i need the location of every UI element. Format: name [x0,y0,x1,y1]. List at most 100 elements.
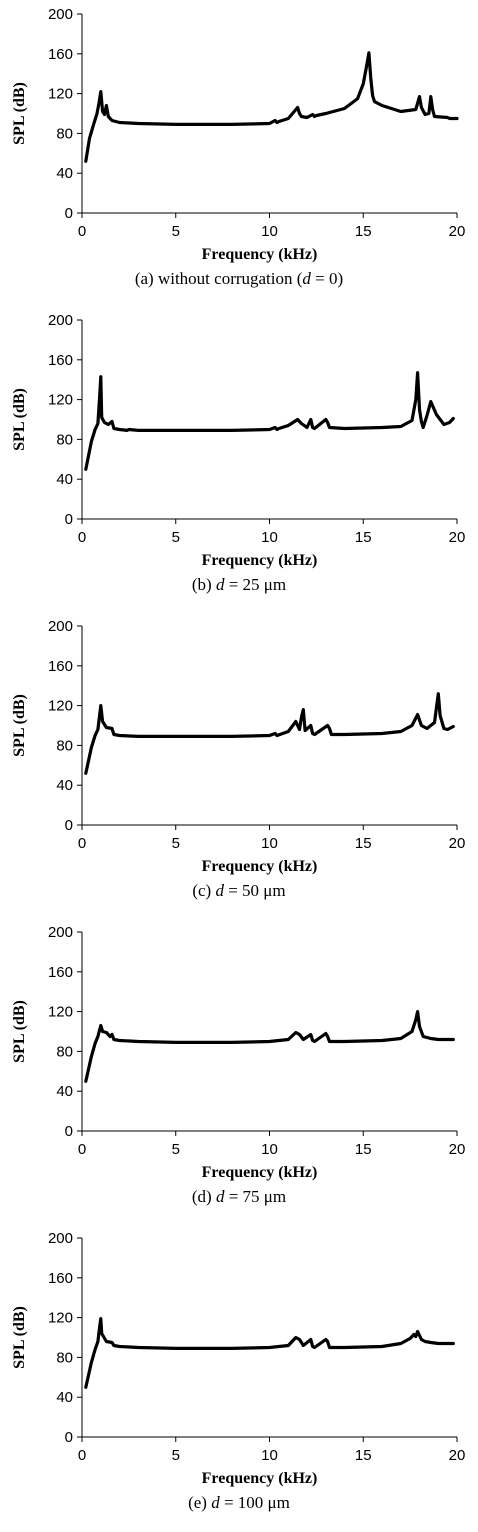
chart-svg: 0 40 80 120 160 200 0 5 10 15 20 Frequency (kHz) SPL… [11,6,466,263]
y-tick-label: 0 [65,205,73,222]
y-tick-label: 0 [65,1123,73,1140]
x-axis-title: Frequency (kHz) [202,858,318,875]
y-axis-title: SPL (dB) [11,1306,28,1369]
x-axis-title: Frequency (kHz) [202,1164,318,1181]
x-tick-label: 0 [78,835,86,852]
chart-panel: 0 40 80 120 160 200 0 5 10 15 20 Frequency (kHz) SPL… [0,918,478,1218]
x-tick-label: 20 [449,1447,466,1464]
spl-series-line [84,1317,455,1389]
y-tick-label: 120 [48,1310,73,1327]
y-tick-label: 200 [48,618,73,635]
chart-panel: 0 40 80 120 160 200 0 5 10 15 20 Frequency (kHz) SPL… [0,1224,478,1524]
x-tick-label: 10 [261,1141,278,1158]
caption-prefix: (a) without corrugation ( [134,269,303,288]
y-axis-title: SPL (dB) [11,82,28,145]
x-tick-label: 10 [261,529,278,546]
y-tick-label: 40 [56,777,73,794]
caption-suffix: = 0) [310,269,344,288]
y-tick-label: 120 [48,1004,73,1021]
x-tick-label: 0 [78,1447,86,1464]
chart-svg: 0 40 80 120 160 200 0 5 10 15 20 Frequency (kHz) SPL… [11,1230,466,1487]
y-tick-label: 200 [48,1230,73,1247]
y-tick-label: 120 [48,392,73,409]
chart-panel: 0 40 80 120 160 200 0 5 10 15 20 Frequency (kHz) SPL… [0,306,478,606]
caption-variable: d [215,881,224,900]
y-tick-label: 40 [56,1083,73,1100]
x-tick-label: 15 [355,1141,372,1158]
x-tick-label: 10 [261,1447,278,1464]
x-tick-label: 20 [449,223,466,240]
x-axis-title: Frequency (kHz) [202,246,318,263]
y-axis-title: SPL (dB) [11,1000,28,1063]
y-tick-label: 160 [48,964,73,981]
y-tick-label: 0 [65,817,73,834]
y-tick-label: 200 [48,312,73,329]
y-axis-title: SPL (dB) [11,694,28,757]
x-tick-label: 5 [172,223,180,240]
x-tick-label: 15 [355,223,372,240]
x-tick-label: 10 [261,835,278,852]
y-tick-label: 160 [48,658,73,675]
x-tick-label: 20 [449,835,466,852]
panel-caption: (b) d = 25 μm [0,575,478,595]
spl-series-line [84,692,455,775]
x-tick-label: 15 [355,529,372,546]
chart-svg: 0 40 80 120 160 200 0 5 10 15 20 Frequency (kHz) SPL… [11,618,466,875]
y-tick-label: 200 [48,924,73,941]
x-tick-label: 5 [172,835,180,852]
y-tick-label: 160 [48,352,73,369]
x-tick-label: 5 [172,529,180,546]
chart-panel: 0 40 80 120 160 200 0 5 10 15 20 Frequency (kHz) SPL… [0,0,478,300]
y-tick-label: 160 [48,46,73,63]
y-tick-label: 80 [56,431,73,448]
x-axis-title: Frequency (kHz) [202,1470,318,1487]
caption-suffix: = 75 μm [224,1187,287,1206]
x-tick-label: 15 [355,1447,372,1464]
spl-series-line [84,1010,455,1083]
x-tick-label: 20 [449,529,466,546]
x-axis-title: Frequency (kHz) [202,552,318,569]
x-tick-label: 0 [78,1141,86,1158]
y-tick-label: 200 [48,6,73,23]
x-tick-label: 0 [78,223,86,240]
spl-series-line [84,371,455,471]
panel-caption: (a) without corrugation (d = 0) [0,269,478,289]
y-tick-label: 40 [56,1389,73,1406]
y-tick-label: 160 [48,1270,73,1287]
caption-variable: d [211,1493,220,1512]
x-tick-label: 5 [172,1141,180,1158]
chart-svg: 0 40 80 120 160 200 0 5 10 15 20 Frequency (kHz) SPL… [11,924,466,1181]
caption-suffix: = 100 μm [219,1493,290,1512]
chart-panel: 0 40 80 120 160 200 0 5 10 15 20 Frequency (kHz) SPL… [0,612,478,912]
y-tick-label: 40 [56,165,73,182]
y-tick-label: 120 [48,86,73,103]
caption-prefix: (d) [191,1187,216,1206]
caption-prefix: (e) [188,1493,212,1512]
y-tick-label: 120 [48,698,73,715]
chart-svg: 0 40 80 120 160 200 0 5 10 15 20 Frequency (kHz) SPL… [11,312,466,569]
caption-prefix: (b) [191,575,216,594]
y-axis-title: SPL (dB) [11,388,28,451]
panel-caption: (e) d = 100 μm [0,1493,478,1513]
caption-suffix: = 50 μm [223,881,286,900]
x-tick-label: 10 [261,223,278,240]
caption-suffix: = 25 μm [224,575,287,594]
caption-prefix: (c) [192,881,216,900]
panel-caption: (d) d = 75 μm [0,1187,478,1207]
y-tick-label: 80 [56,737,73,754]
caption-variable: d [302,269,311,288]
y-tick-label: 80 [56,1043,73,1060]
y-tick-label: 0 [65,1429,73,1446]
y-tick-label: 0 [65,511,73,528]
y-tick-label: 80 [56,125,73,142]
caption-variable: d [215,1187,225,1206]
x-tick-label: 15 [355,835,372,852]
caption-variable: d [215,575,225,594]
x-tick-label: 20 [449,1141,466,1158]
spl-series-line [84,51,459,163]
y-tick-label: 40 [56,471,73,488]
y-tick-label: 80 [56,1349,73,1366]
panel-caption: (c) d = 50 μm [0,881,478,901]
x-tick-label: 0 [78,529,86,546]
